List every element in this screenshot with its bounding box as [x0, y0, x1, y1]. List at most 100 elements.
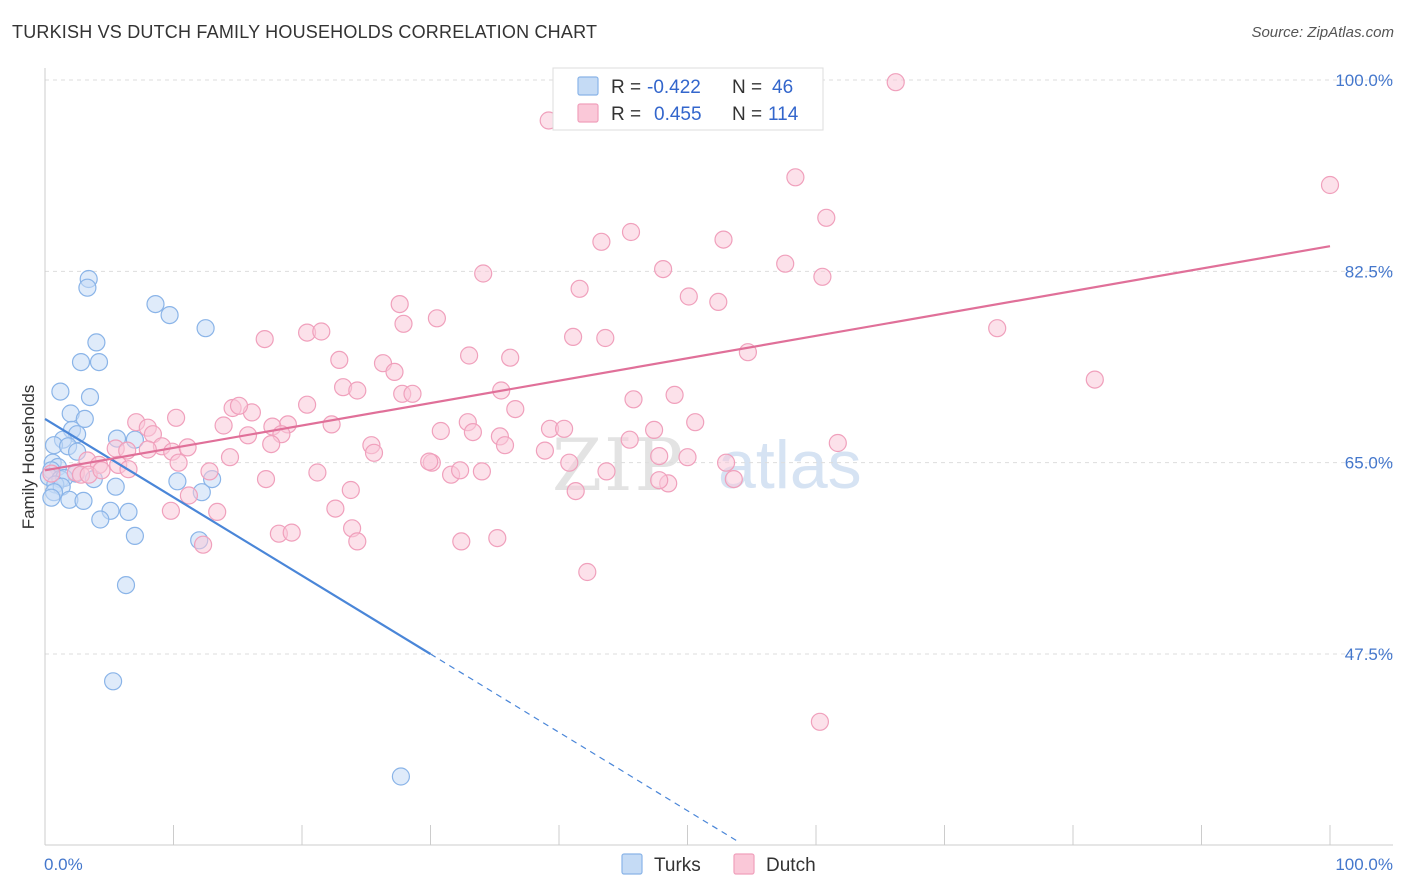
- legend-n-label-dutch: N =: [732, 104, 762, 125]
- dutch-point-79: [560, 453, 579, 472]
- dutch-point-20: [563, 327, 583, 346]
- dutch-point-111: [488, 528, 507, 548]
- turks-point-43: [116, 575, 136, 595]
- dutch-point-2: [1320, 175, 1340, 195]
- dutch-point-62: [828, 433, 847, 453]
- watermark: ZIP atlas: [552, 423, 862, 507]
- turks-point-40: [91, 510, 110, 529]
- dutch-point-11: [813, 267, 832, 286]
- dutch-point-9: [653, 260, 673, 279]
- dutch-point-91: [308, 463, 327, 482]
- dutch-point-89: [92, 461, 111, 480]
- dutch-point-36: [665, 385, 684, 404]
- legend-r-label-turks: R =: [611, 77, 641, 98]
- legend-swatch-turks: [577, 76, 599, 96]
- turks-point-41: [125, 526, 144, 546]
- turks-point-5: [87, 333, 106, 352]
- legend-n-label-turks: N =: [732, 77, 762, 98]
- dutch-point-57: [495, 436, 515, 455]
- series-legend-label-turks: Turks: [654, 855, 701, 876]
- dutch-point-74: [169, 453, 188, 472]
- dutch-point-99: [256, 470, 276, 489]
- turks-point-28: [168, 472, 187, 491]
- dutch-point-43: [167, 408, 186, 427]
- dutch-point-80: [678, 448, 697, 467]
- dutch-trend-line: [44, 245, 1331, 472]
- turks-trend-extension: [430, 653, 740, 843]
- dutch-point-26: [330, 350, 349, 369]
- dutch-point-101: [179, 486, 198, 505]
- dutch-point-40: [506, 400, 525, 419]
- correlation-legend: R = -0.422 N = 46 R = 0.455 N = 114: [552, 67, 824, 131]
- dutch-point-4: [817, 208, 836, 227]
- dutch-point-113: [578, 562, 597, 582]
- dutch-point-81: [716, 453, 736, 472]
- turks-point-11: [75, 409, 94, 428]
- dutch-point-110: [452, 532, 471, 551]
- dutch-point-102: [566, 482, 585, 501]
- dutch-point-14: [709, 292, 728, 311]
- dutch-point-12: [570, 279, 589, 298]
- dutch-point-22: [255, 330, 274, 349]
- dutch-point-95: [597, 462, 616, 481]
- legend-r-value-dutch: 0.455: [654, 104, 702, 125]
- series-legend-swatch-dutch: [733, 853, 755, 875]
- x-tick-label-max: 100.0%: [1335, 855, 1393, 874]
- dutch-point-23: [988, 319, 1007, 338]
- turks-point-8: [51, 382, 70, 401]
- trend-lines: [44, 245, 1331, 843]
- dutch-point-19: [427, 309, 446, 328]
- dutch-point-13: [679, 287, 698, 306]
- chart-title: TURKISH VS DUTCH FAMILY HOUSEHOLDS CORRE…: [12, 22, 598, 42]
- dutch-point-66: [262, 435, 281, 454]
- dutch-point-6: [621, 222, 641, 242]
- series-legend-swatch-turks: [621, 853, 643, 875]
- dutch-point-104: [208, 502, 227, 521]
- dutch-point-114: [810, 712, 830, 731]
- dutch-point-76: [364, 443, 384, 462]
- source-label: Source: ZipAtlas.com: [1251, 24, 1394, 41]
- dutch-point-108: [282, 523, 301, 542]
- turks-point-44: [103, 672, 123, 691]
- dutch-point-16: [394, 314, 413, 333]
- dutch-point-112: [194, 535, 213, 554]
- dutch-point-32: [348, 381, 367, 400]
- turks-point-4: [196, 319, 215, 338]
- turks-point-31: [106, 477, 125, 496]
- y-tick-label-2: 82.5%: [1345, 262, 1393, 281]
- dutch-point-24: [460, 346, 479, 365]
- turks-point-35: [74, 491, 93, 510]
- dutch-point-105: [326, 499, 345, 518]
- dutch-point-75: [220, 448, 240, 467]
- dutch-point-78: [420, 452, 439, 471]
- dutch-point-56: [554, 419, 574, 438]
- dutch-point-100: [341, 480, 360, 500]
- dutch-point-59: [620, 430, 639, 449]
- turks-point-6: [71, 353, 91, 372]
- dutch-point-10: [474, 264, 493, 283]
- dutch-point-28: [385, 362, 404, 381]
- dutch-point-30: [1085, 370, 1104, 389]
- y-axis-title: Family Households: [19, 385, 38, 530]
- dutch-point-54: [431, 421, 450, 441]
- dutch-point-46: [214, 416, 233, 435]
- dutch-point-38: [298, 395, 317, 414]
- x-tick-label-min: 0.0%: [44, 855, 83, 874]
- dutch-point-0: [886, 73, 905, 92]
- dutch-point-15: [390, 295, 409, 314]
- legend-n-value-turks: 46: [772, 77, 793, 98]
- turks-point-39: [119, 502, 138, 521]
- turks-point-3: [160, 306, 179, 325]
- dutch-point-55: [644, 420, 664, 439]
- dutch-point-3: [786, 168, 805, 187]
- turks-point-1: [78, 278, 97, 297]
- series-legend-label-dutch: Dutch: [766, 855, 816, 876]
- turks-point-7: [89, 353, 109, 372]
- dutch-point-97: [650, 471, 669, 490]
- dutch-point-60: [650, 447, 669, 466]
- dutch-point-94: [472, 462, 491, 481]
- dutch-point-35: [403, 384, 422, 403]
- dutch-point-109: [348, 532, 367, 551]
- dutch-point-7: [714, 230, 733, 249]
